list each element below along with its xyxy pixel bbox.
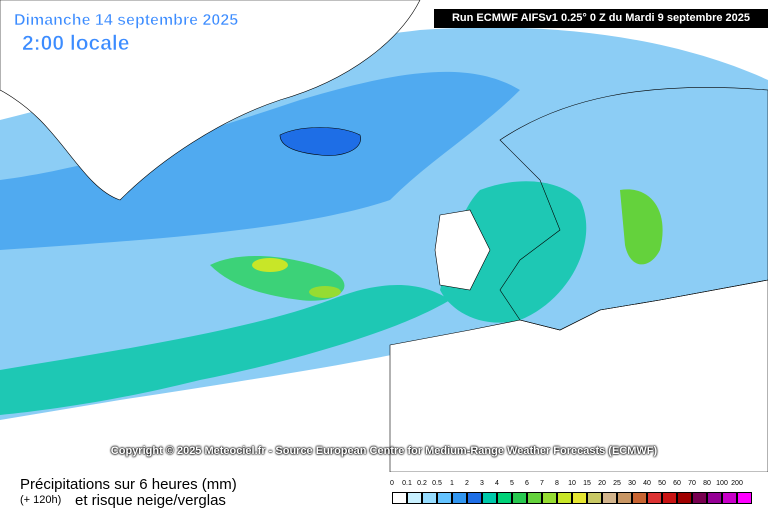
precip-core [252,258,288,272]
date-title: Dimanche 14 septembre 2025 [14,12,239,30]
legend-label: 100 [716,480,728,487]
legend-label: 3 [480,480,484,487]
legend-label: 0.2 [417,480,427,487]
precip-area [440,181,587,323]
legend-swatch [677,492,692,504]
footer-title: Précipitations sur 6 heures (mm) [20,476,237,493]
footer-subtitle: et risque neige/verglas [75,492,226,509]
time-title: 2:00 locale [22,32,130,56]
legend-swatch [497,492,512,504]
legend-swatch [437,492,452,504]
legend-label: 15 [583,480,591,487]
legend-label: 50 [658,480,666,487]
legend-label: 0 [390,480,394,487]
footer: Précipitations sur 6 heures (mm) (+ 120h… [0,472,768,512]
legend-label: 8 [555,480,559,487]
legend-swatch [482,492,497,504]
legend-label: 6 [525,480,529,487]
legend-label: 30 [628,480,636,487]
legend-label: 20 [598,480,606,487]
run-info: Run ECMWF AIFSv1 0.25° 0 Z du Mardi 9 se… [434,9,768,28]
map [0,0,768,472]
legend-label: 40 [643,480,651,487]
legend-label: 4 [495,480,499,487]
copyright: Copyright © 2025 Meteociel.fr - Source E… [110,445,658,457]
legend: 0 0.1 0.2 0.5 1 2 3 4 5 6 7 8 10 15 20 25 30 40 50 60 70 80 10… [384,480,754,512]
legend-swatch [617,492,632,504]
legend-swatch [542,492,557,504]
legend-label: 0.1 [402,480,412,487]
legend-label: 80 [703,480,711,487]
legend-label: 0.5 [432,480,442,487]
precip-core [309,286,341,298]
legend-swatch [737,492,752,504]
legend-swatch [422,492,437,504]
legend-swatch [707,492,722,504]
legend-swatch [722,492,737,504]
legend-label: 5 [510,480,514,487]
legend-swatch [392,492,407,504]
legend-label: 25 [613,480,621,487]
legend-label: 200 [731,480,743,487]
legend-label: 7 [540,480,544,487]
precip-band [0,285,450,415]
legend-swatch [632,492,647,504]
legend-label: 2 [465,480,469,487]
precip-area [0,71,520,251]
legend-label: 10 [568,480,576,487]
land-north [499,87,768,331]
legend-label: 1 [450,480,454,487]
legend-swatch [587,492,602,504]
legend-swatch [452,492,467,504]
legend-swatch [662,492,677,504]
footer-lead: (+ 120h) [20,494,62,506]
legend-swatch [602,492,617,504]
legend-swatch [512,492,527,504]
legend-swatch [407,492,422,504]
greenland [0,0,421,201]
legend-swatch [692,492,707,504]
legend-swatch [647,492,662,504]
britain [434,209,491,291]
legend-label: 60 [673,480,681,487]
legend-swatch [572,492,587,504]
iceland [279,127,361,156]
precip-area [620,189,663,265]
legend-label: 70 [688,480,696,487]
legend-swatch [467,492,482,504]
legend-swatch [557,492,572,504]
legend-swatch [527,492,542,504]
